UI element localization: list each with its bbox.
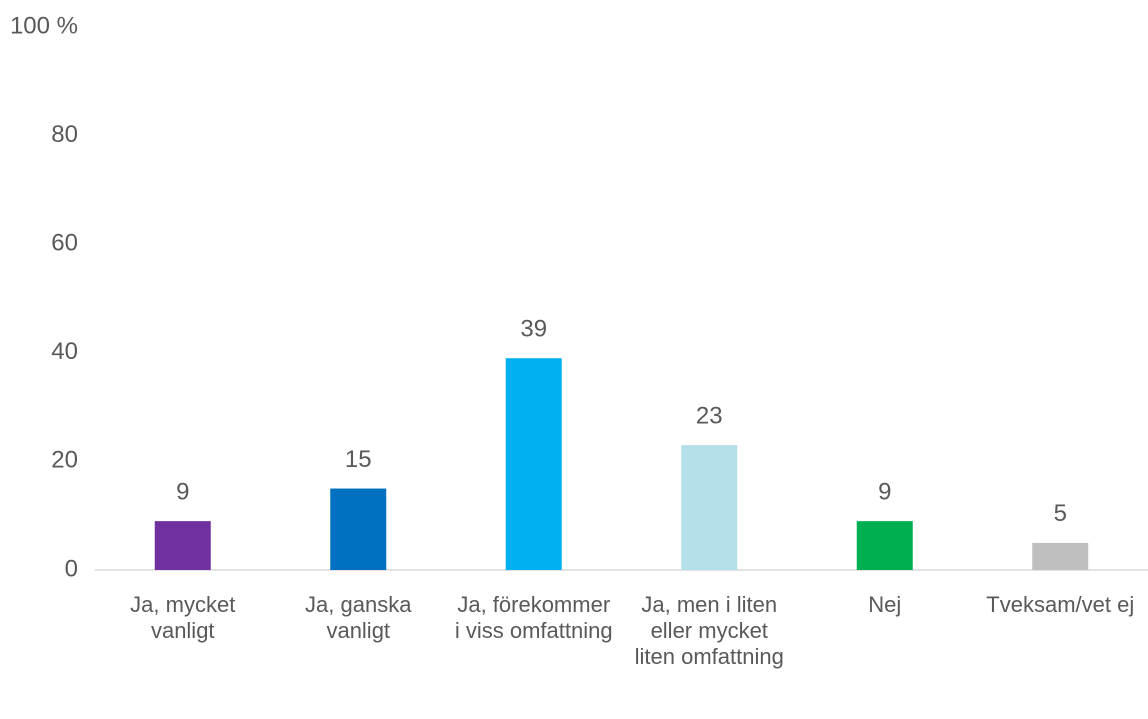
bar	[1032, 542, 1089, 570]
data-label: 9	[878, 478, 891, 505]
y-tick-label: 0	[65, 555, 78, 582]
x-tick-label: Ja, förekommer i viss omfattning	[454, 592, 613, 643]
data-label: 39	[520, 316, 547, 343]
data-label: 23	[696, 402, 723, 429]
data-label: 15	[345, 446, 372, 473]
data-label: 9	[176, 478, 189, 505]
x-tick-label: Ja, men i liten eller mycket liten omfat…	[634, 592, 784, 669]
y-tick-label: 100 %	[10, 12, 78, 39]
bar	[856, 521, 913, 570]
x-tick-label: Tveksam/vet ej	[986, 592, 1135, 617]
bar	[330, 488, 387, 570]
y-tick-label: 20	[51, 447, 78, 474]
y-tick-label: 40	[51, 338, 78, 365]
bar	[505, 358, 562, 570]
x-tick-label: Nej	[868, 592, 902, 617]
bar	[154, 521, 211, 570]
y-tick-label: 60	[51, 230, 78, 257]
x-tick-label: Ja, ganska vanligt	[305, 592, 412, 643]
data-label: 5	[1054, 500, 1067, 527]
x-tick-label: Ja, mycket vanligt	[130, 592, 236, 643]
y-tick-label: 80	[51, 121, 78, 148]
bar	[681, 445, 738, 570]
